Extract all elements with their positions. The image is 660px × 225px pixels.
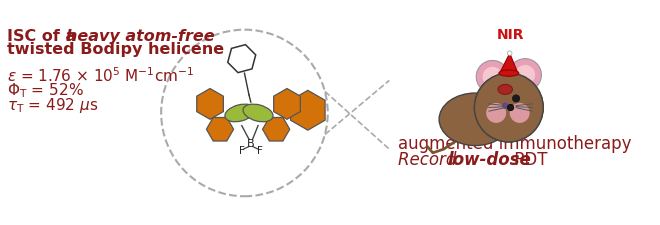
Text: $\tau_\mathrm{T}$ = 492 $\mu$s: $\tau_\mathrm{T}$ = 492 $\mu$s: [7, 96, 98, 115]
Ellipse shape: [499, 70, 519, 76]
Ellipse shape: [243, 104, 273, 122]
Text: NIR: NIR: [497, 28, 525, 42]
Polygon shape: [263, 117, 290, 141]
Text: low-dose: low-dose: [447, 151, 531, 169]
Circle shape: [508, 51, 512, 55]
Polygon shape: [274, 88, 300, 119]
Circle shape: [482, 67, 502, 87]
Polygon shape: [228, 45, 255, 73]
Text: F: F: [257, 146, 263, 156]
Circle shape: [475, 73, 543, 142]
Ellipse shape: [498, 84, 512, 94]
Polygon shape: [207, 117, 234, 141]
Polygon shape: [500, 53, 518, 73]
Circle shape: [512, 95, 519, 102]
Polygon shape: [197, 88, 223, 119]
Circle shape: [508, 104, 513, 111]
Text: heavy atom-free: heavy atom-free: [66, 29, 214, 44]
Ellipse shape: [225, 104, 255, 122]
Text: PDT: PDT: [509, 151, 547, 169]
Text: Record: Record: [399, 151, 462, 169]
Text: ISC of a: ISC of a: [7, 29, 82, 44]
Circle shape: [486, 103, 506, 123]
Text: F: F: [239, 146, 245, 156]
Text: augmented immunotherapy: augmented immunotherapy: [399, 135, 632, 153]
Text: twisted Bodipy helicene: twisted Bodipy helicene: [7, 42, 224, 57]
Circle shape: [475, 73, 543, 142]
Text: B: B: [247, 139, 255, 149]
Circle shape: [502, 103, 508, 108]
Text: $\Phi_\mathrm{T}$ = 52%: $\Phi_\mathrm{T}$ = 52%: [7, 81, 84, 100]
Circle shape: [515, 65, 535, 85]
Circle shape: [510, 103, 529, 123]
Circle shape: [509, 59, 541, 91]
Circle shape: [477, 61, 509, 93]
Text: $\varepsilon$ = 1.76 $\times$ 10$^{5}$ M$^{-1}$cm$^{-1}$: $\varepsilon$ = 1.76 $\times$ 10$^{5}$ M…: [7, 67, 195, 86]
Ellipse shape: [439, 93, 512, 146]
Polygon shape: [290, 90, 325, 130]
